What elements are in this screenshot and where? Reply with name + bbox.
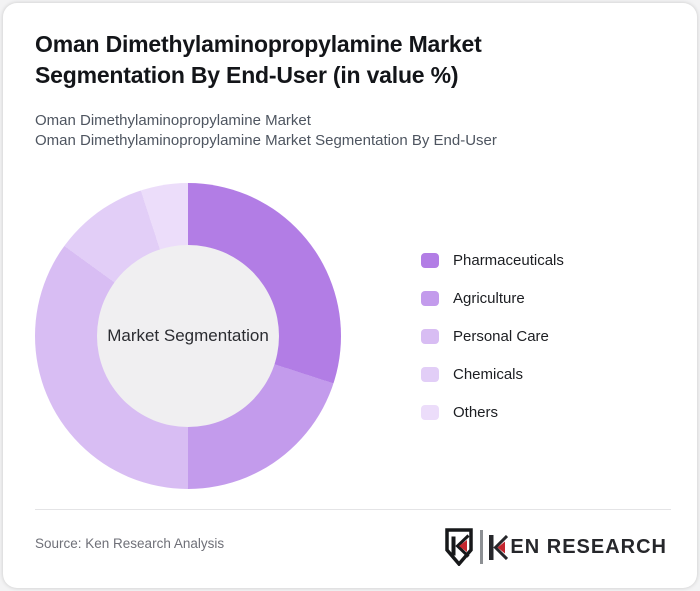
donut-hole: Market Segmentation	[97, 245, 279, 427]
legend-label: Agriculture	[453, 290, 525, 307]
legend-label: Chemicals	[453, 366, 524, 383]
chart-subtitles: Oman Dimethylaminopropylamine Market Oma…	[35, 111, 497, 151]
ken-research-logo: EN RESEARCH	[444, 527, 667, 567]
legend-label: Personal Care	[453, 328, 549, 345]
brand-text: EN RESEARCH	[510, 535, 667, 558]
chart-legend: Pharmaceuticals Agriculture Personal Car…	[421, 252, 564, 421]
subtitle-line-1: Oman Dimethylaminopropylamine Market	[35, 112, 311, 129]
legend-swatch	[421, 329, 439, 344]
legend-swatch	[421, 405, 439, 420]
footer-divider	[35, 509, 671, 510]
legend-label: Others	[453, 404, 499, 421]
legend-swatch	[421, 291, 439, 306]
chart-title: Oman Dimethylaminopropylamine Market Seg…	[35, 31, 482, 88]
ken-research-shield-icon	[445, 528, 474, 566]
chart-card: Oman Dimethylaminopropylamine Market Seg…	[3, 3, 697, 588]
brand-k-icon	[489, 534, 509, 560]
source-text: Source: Ken Research Analysis	[35, 536, 225, 551]
legend-swatch	[421, 367, 439, 382]
legend-item-pharmaceuticals[interactable]: Pharmaceuticals	[421, 252, 564, 269]
legend-item-personal-care[interactable]: Personal Care	[421, 328, 564, 345]
logo-separator	[480, 530, 484, 564]
legend-item-chemicals[interactable]: Chemicals	[421, 366, 564, 383]
brand-wordmark: EN RESEARCH	[489, 534, 667, 560]
subtitle-line-2: Oman Dimethylaminopropylamine Market Seg…	[35, 132, 497, 149]
legend-item-others[interactable]: Others	[421, 404, 564, 421]
legend-item-agriculture[interactable]: Agriculture	[421, 290, 564, 307]
donut-chart[interactable]: Market Segmentation	[35, 183, 341, 489]
donut-center-label: Market Segmentation	[107, 326, 269, 345]
legend-swatch	[421, 253, 439, 268]
legend-label: Pharmaceuticals	[453, 252, 564, 269]
